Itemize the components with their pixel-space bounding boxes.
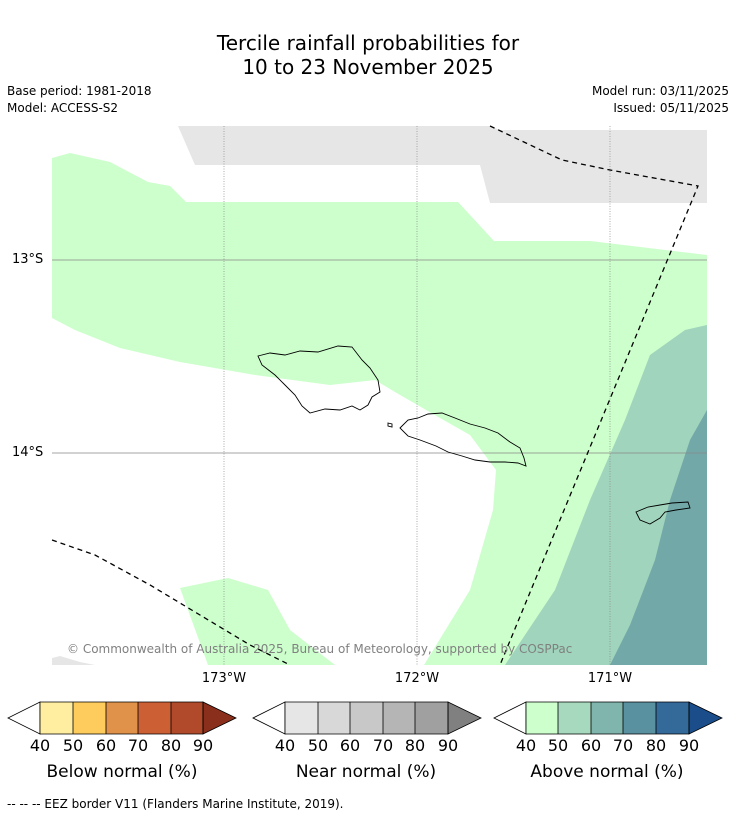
eez-borders — [51, 125, 699, 666]
above-normal-40-region — [52, 153, 707, 665]
issued-date: Issued: 05/11/2025 — [613, 101, 729, 115]
model-name: Model: ACCESS-S2 — [7, 101, 119, 115]
cbar2-tick: 70 — [372, 736, 394, 755]
cbar1-tick: 70 — [127, 736, 149, 755]
coastlines — [257, 345, 691, 525]
cbar3-tick: 90 — [678, 736, 700, 755]
near-normal-region-corner — [52, 656, 95, 665]
lon-label-173w: 173°W — [201, 671, 247, 686]
above-normal-60-region — [610, 410, 707, 665]
model-run-date: Model run: 03/11/2025 — [591, 84, 729, 98]
near-normal-region — [178, 126, 707, 203]
cbar2-tick: 40 — [274, 736, 296, 755]
title-line-1: Tercile rainfall probabilities for — [216, 31, 520, 55]
cbar1-tick: 60 — [95, 736, 117, 755]
colorbar-above-normal-title: Above normal (%) — [530, 762, 684, 782]
cbar2-tick: 50 — [307, 736, 329, 755]
cbar1-tick: 40 — [29, 736, 51, 755]
title-line-2: 10 to 23 November 2025 — [242, 55, 494, 79]
lat-label-13s: 13°S — [12, 252, 44, 267]
island-savaii — [257, 345, 381, 414]
colorbar-below-normal-title: Below normal (%) — [46, 762, 198, 782]
cbar3-tick: 80 — [645, 736, 667, 755]
eez-footnote: -- -- -- EEZ border V11 (Flanders Marine… — [7, 797, 344, 811]
above-normal-40-region-south — [180, 578, 335, 665]
colorbar-above-normal — [493, 701, 723, 735]
cbar1-tick: 50 — [62, 736, 84, 755]
cbar2-tick: 80 — [404, 736, 426, 755]
island-upolu — [399, 412, 527, 467]
cbar1-tick: 90 — [192, 736, 214, 755]
run-info: Model run: 03/11/2025 Issued: 05/11/2025 — [592, 83, 729, 117]
colorbar-near-normal — [252, 701, 482, 735]
lon-label-171w: 171°W — [587, 671, 633, 686]
colorbar-below-normal — [7, 701, 237, 735]
island-manono — [387, 422, 393, 428]
map-title: Tercile rainfall probabilities for 10 to… — [0, 31, 736, 79]
model-info: Base period: 1981-2018 Model: ACCESS-S2 — [7, 83, 152, 117]
cbar3-tick: 70 — [612, 736, 634, 755]
gridlines — [52, 126, 707, 665]
island-tutuila — [635, 501, 691, 525]
lat-label-14s: 14°S — [12, 445, 44, 460]
colorbar-near-normal-title: Near normal (%) — [295, 762, 437, 782]
cbar3-tick: 60 — [580, 736, 602, 755]
copyright-text: © Commonwealth of Australia 2025, Bureau… — [67, 642, 572, 656]
cbar1-tick: 80 — [160, 736, 182, 755]
cbar3-tick: 50 — [547, 736, 569, 755]
base-period: Base period: 1981-2018 — [7, 84, 152, 98]
cbar2-tick: 60 — [339, 736, 361, 755]
cbar2-tick: 90 — [437, 736, 459, 755]
cbar3-tick: 40 — [515, 736, 537, 755]
lon-label-172w: 172°W — [394, 671, 440, 686]
